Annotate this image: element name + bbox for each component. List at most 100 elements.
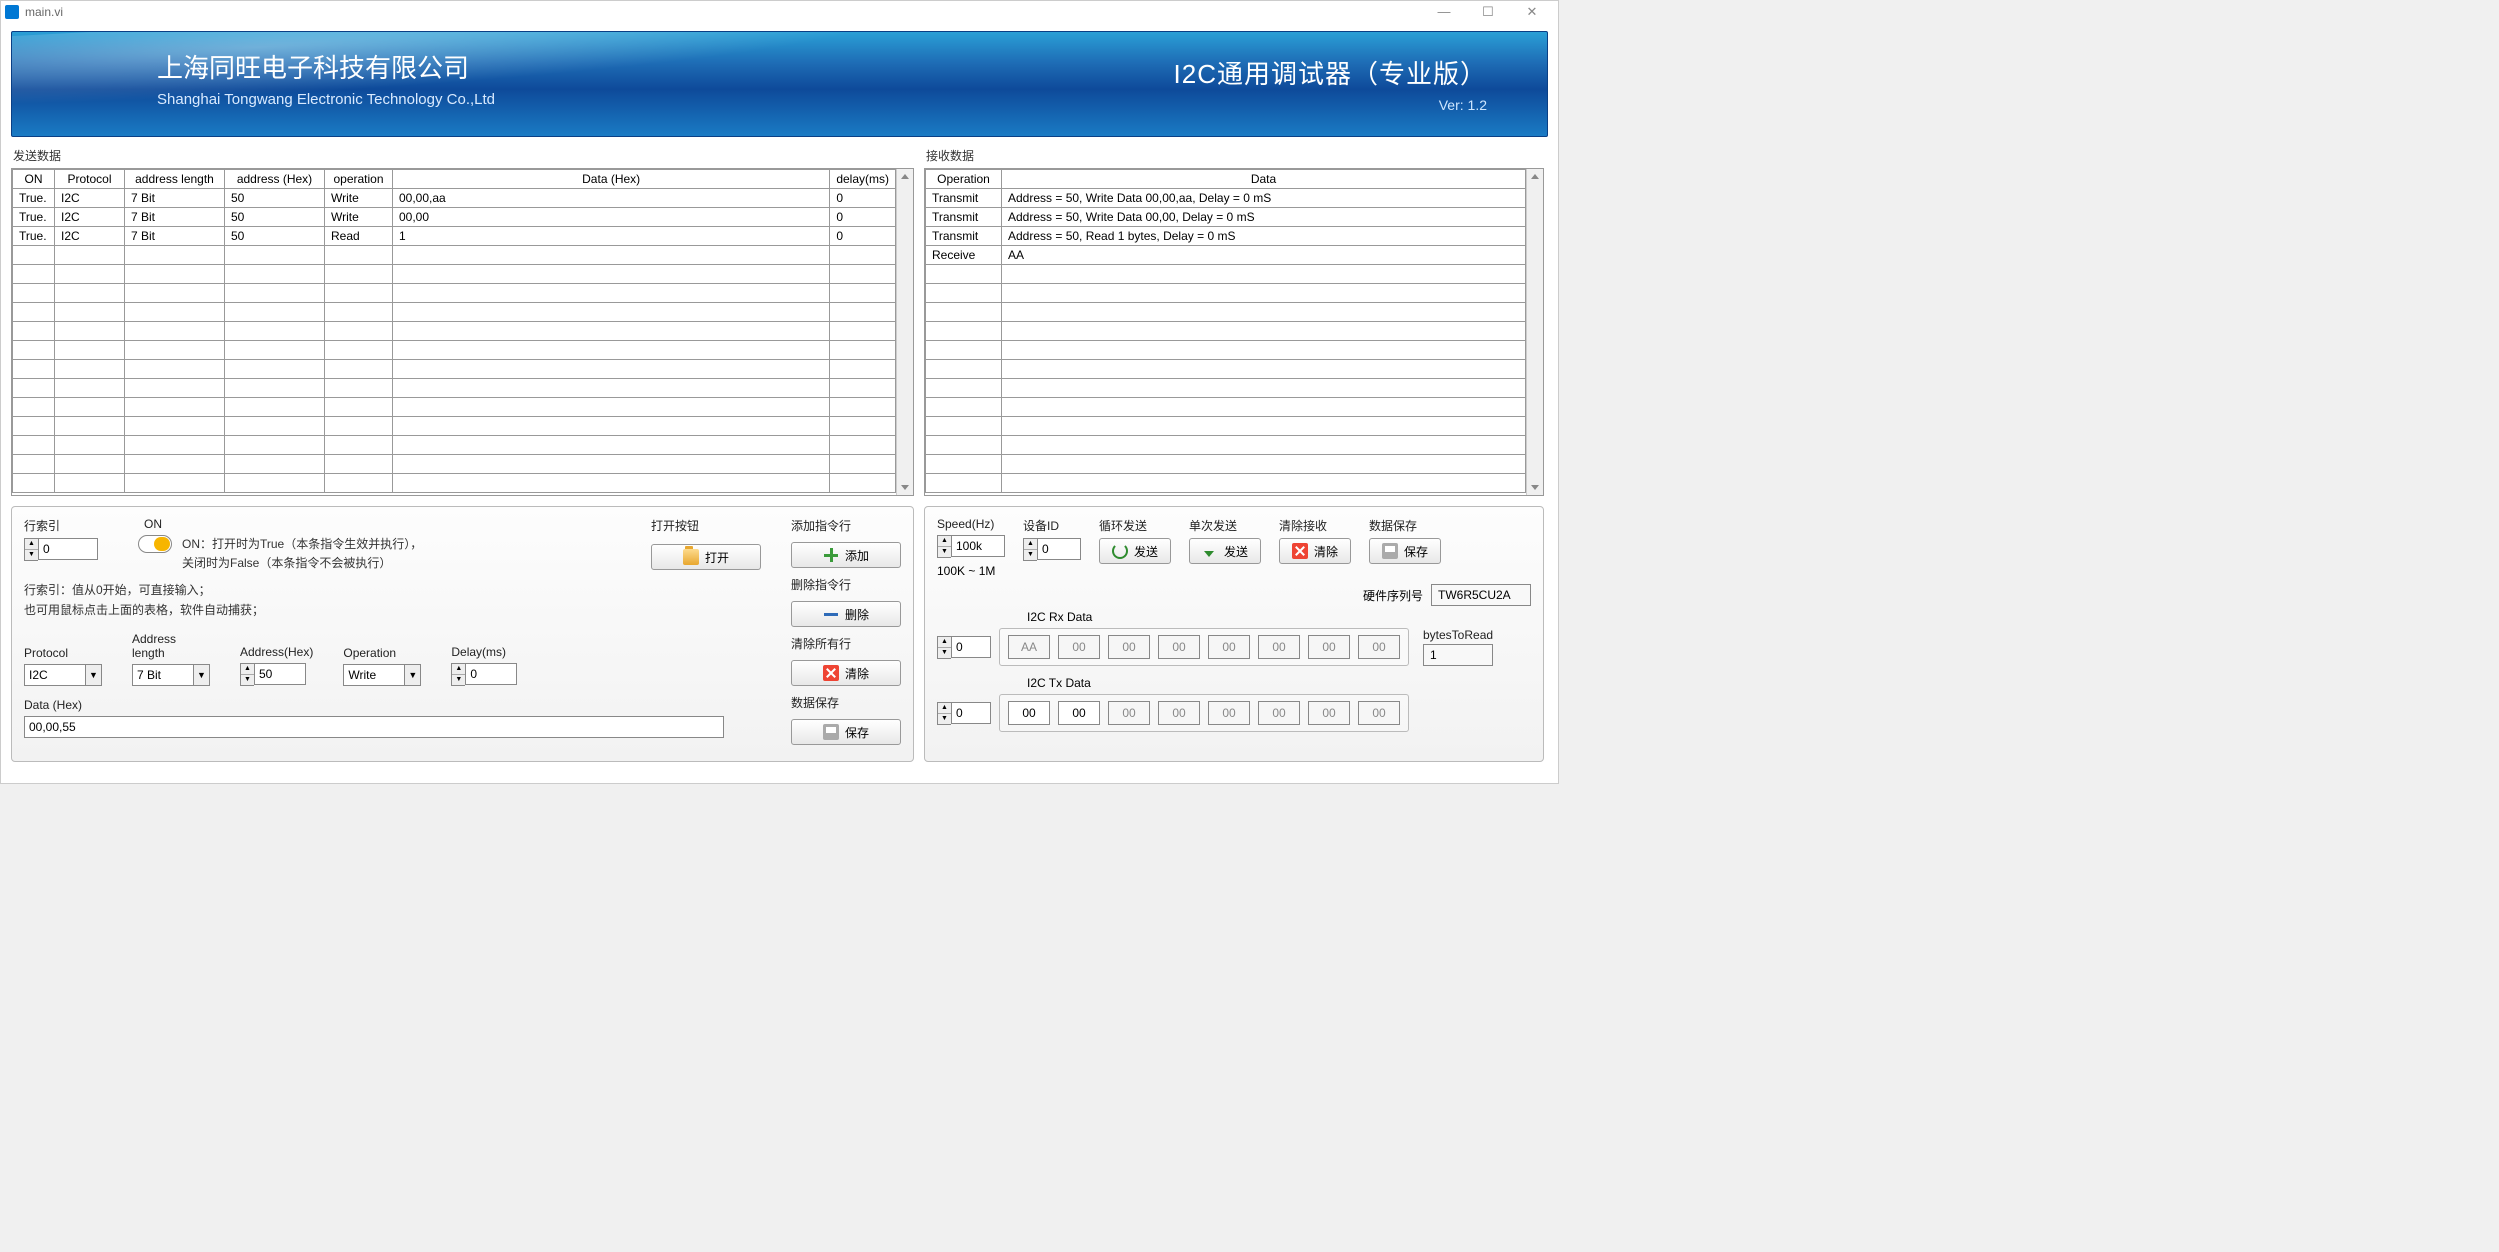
rx-index-input[interactable] [951,636,991,658]
address-spinner[interactable]: ▲▼ [240,663,254,686]
devid-input[interactable] [1037,538,1081,560]
send-table-wrap: ONProtocoladdress lengthaddress (Hex)ope… [11,168,914,496]
table-row[interactable] [13,341,896,360]
open-button[interactable]: 打开 [651,544,761,570]
recv-col-header: Operation [926,170,1002,189]
operation-combo[interactable] [343,664,405,686]
single-send-button[interactable]: 发送 [1189,538,1261,564]
rx-hex-byte: 00 [1058,635,1100,659]
table-row[interactable] [926,303,1526,322]
table-row[interactable] [13,322,896,341]
clear-rows-button[interactable]: 清除 [791,660,901,686]
tx-index-input[interactable] [951,702,991,724]
send-col-header: Data (Hex) [393,170,830,189]
rx-hex-byte: 00 [1358,635,1400,659]
add-button[interactable]: 添加 [791,542,901,568]
table-row[interactable] [13,436,896,455]
close-button[interactable]: ✕ [1510,2,1554,22]
clear-recv-button[interactable]: 清除 [1279,538,1351,564]
recv-table[interactable]: OperationDataTransmitAddress = 50, Write… [925,169,1526,493]
send-col-header: Protocol [55,170,125,189]
protocol-combo[interactable] [24,664,86,686]
table-row[interactable] [926,284,1526,303]
row-index-label: 行索引 [24,517,98,534]
table-row[interactable] [926,417,1526,436]
address-label: Address(Hex) [240,645,313,659]
table-row[interactable] [926,436,1526,455]
send-table[interactable]: ONProtocoladdress lengthaddress (Hex)ope… [12,169,896,493]
delay-input[interactable] [465,663,517,685]
product-version: Ver: 1.2 [1174,97,1487,113]
delete-icon [823,606,839,622]
devid-spinner[interactable]: ▲▼ [1023,538,1037,561]
tx-hex-byte[interactable]: 00 [1058,701,1100,725]
table-row[interactable] [13,474,896,493]
recv-panel-title: 接收数据 [924,145,1544,168]
table-row[interactable] [13,417,896,436]
tx-index-spinner[interactable]: ▲▼ [937,702,951,725]
operation-combo-btn[interactable]: ▼ [405,664,421,686]
table-row[interactable] [13,265,896,284]
delay-spinner[interactable]: ▲▼ [451,663,465,686]
speed-spinner[interactable]: ▲▼ [937,535,951,558]
save-button[interactable]: 保存 [791,719,901,745]
table-row[interactable] [926,265,1526,284]
on-toggle[interactable] [138,535,172,553]
table-row[interactable] [13,398,896,417]
tx-data-label: I2C Tx Data [1027,676,1531,690]
recv-scrollbar[interactable] [1526,169,1543,495]
save-data-label: 数据保存 [1369,517,1441,534]
addrlen-combo-btn[interactable]: ▼ [194,664,210,686]
table-row[interactable]: True.I2C7 Bit50Read10 [13,227,896,246]
loop-send-button[interactable]: 发送 [1099,538,1171,564]
table-row[interactable]: TransmitAddress = 50, Read 1 bytes, Dela… [926,227,1526,246]
table-row[interactable] [926,474,1526,493]
rx-hex-byte: 00 [1158,635,1200,659]
table-row[interactable] [13,303,896,322]
table-row[interactable]: TransmitAddress = 50, Write Data 00,00,a… [926,189,1526,208]
header-banner: 上海同旺电子科技有限公司 Shanghai Tongwang Electroni… [11,31,1548,137]
rx-index-spinner[interactable]: ▲▼ [937,636,951,659]
table-row[interactable] [926,379,1526,398]
table-row[interactable] [926,322,1526,341]
company-name-cn: 上海同旺电子科技有限公司 [157,48,495,85]
row-index-input[interactable] [38,538,98,560]
send-col-header: operation [325,170,393,189]
table-row[interactable] [926,455,1526,474]
table-row[interactable] [13,455,896,474]
table-row[interactable] [13,379,896,398]
minimize-button[interactable]: — [1422,2,1466,22]
send-panel-title: 发送数据 [11,145,914,168]
table-row[interactable]: TransmitAddress = 50, Write Data 00,00, … [926,208,1526,227]
hint-2: 也可用鼠标点击上面的表格，软件自动捕获； [24,601,484,620]
single-send-label: 单次发送 [1189,517,1261,534]
save-data-button[interactable]: 保存 [1369,538,1441,564]
row-index-spinner[interactable]: ▲▼ [24,538,38,561]
delete-button[interactable]: 删除 [791,601,901,627]
bytes-to-read-label: bytesToRead [1423,628,1493,642]
table-row[interactable] [13,246,896,265]
app-window: main.vi — ☐ ✕ 上海同旺电子科技有限公司 Shanghai Tong… [0,0,1559,784]
table-row[interactable] [13,360,896,379]
save-data-icon [1382,543,1398,559]
table-row[interactable] [13,284,896,303]
open-icon [683,549,699,565]
table-row[interactable] [926,360,1526,379]
speed-range: 100K ~ 1M [937,564,1005,578]
table-row[interactable] [926,341,1526,360]
tx-hex-byte[interactable]: 00 [1008,701,1050,725]
address-input[interactable] [254,663,306,685]
table-row[interactable]: ReceiveAA [926,246,1526,265]
table-row[interactable] [926,398,1526,417]
protocol-combo-btn[interactable]: ▼ [86,664,102,686]
table-row[interactable]: True.I2C7 Bit50Write00,000 [13,208,896,227]
table-row[interactable]: True.I2C7 Bit50Write00,00,aa0 [13,189,896,208]
maximize-button[interactable]: ☐ [1466,2,1510,22]
addrlen-combo[interactable] [132,664,194,686]
open-group-label: 打开按钮 [651,517,761,534]
tx-hex-byte: 00 [1308,701,1350,725]
send-scrollbar[interactable] [896,169,913,495]
rx-hex-byte: 00 [1208,635,1250,659]
speed-label: Speed(Hz) [937,517,1005,531]
speed-input[interactable] [951,535,1005,557]
